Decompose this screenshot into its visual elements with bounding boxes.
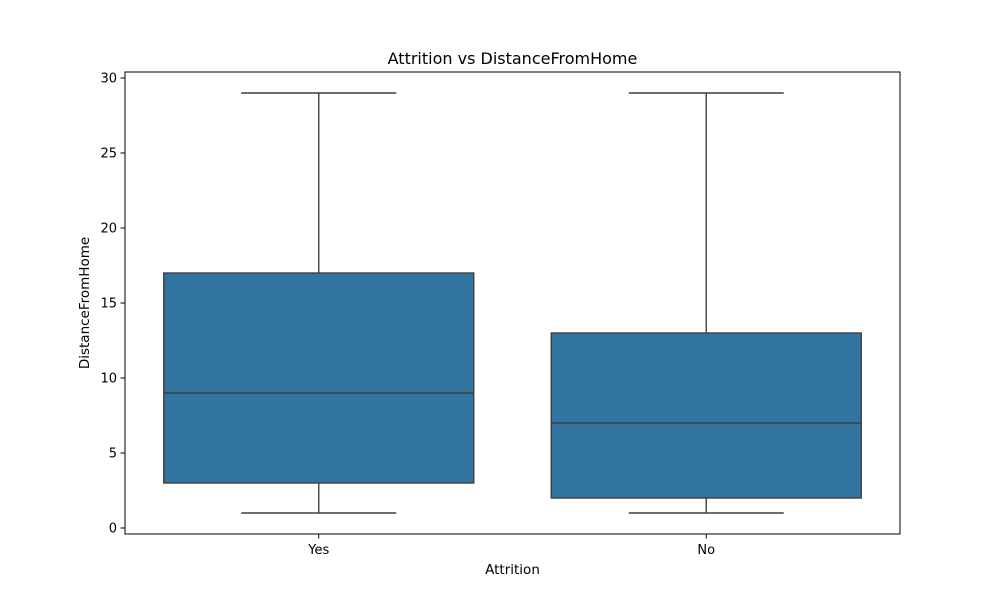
x-tick-label: Yes bbox=[307, 543, 329, 558]
box-no bbox=[550, 92, 862, 514]
plot-area bbox=[163, 92, 862, 514]
y-tick-label: 25 bbox=[100, 147, 117, 162]
y-tick-label: 10 bbox=[100, 372, 117, 387]
y-tick-label: 0 bbox=[109, 522, 117, 537]
iqr-box-no bbox=[550, 332, 862, 499]
y-axis: 0 5 10 15 20 25 30 bbox=[100, 72, 125, 537]
chart-title: Attrition vs DistanceFromHome bbox=[388, 49, 638, 68]
y-tick-label: 5 bbox=[109, 447, 117, 462]
y-tick-label: 30 bbox=[100, 72, 117, 87]
x-axis-label: Attrition bbox=[485, 562, 540, 578]
y-axis-label: DistanceFromHome bbox=[77, 237, 93, 369]
iqr-box-yes bbox=[163, 272, 475, 484]
y-tick-label: 15 bbox=[100, 297, 117, 312]
box-yes bbox=[163, 92, 475, 514]
y-tick-label: 20 bbox=[100, 222, 117, 237]
x-axis: Yes No bbox=[307, 534, 715, 558]
x-tick-label: No bbox=[697, 543, 715, 558]
